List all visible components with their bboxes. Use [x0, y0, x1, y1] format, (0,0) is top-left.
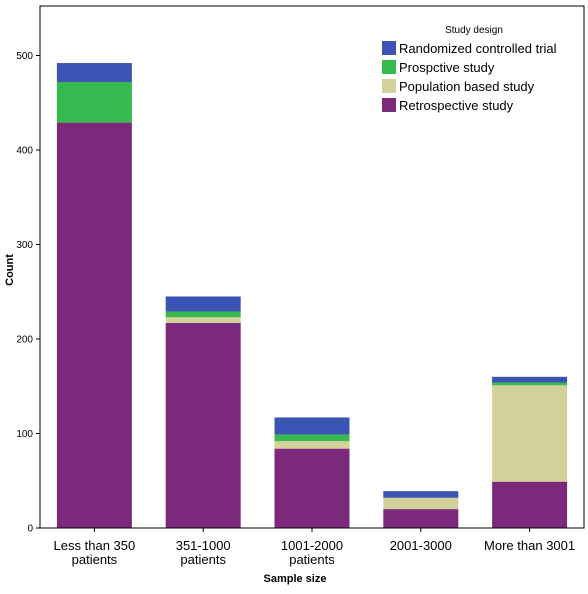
legend-swatch	[382, 60, 396, 74]
y-tick-label: 200	[16, 335, 33, 346]
legend-swatch	[382, 79, 396, 93]
x-tick-label: patients	[289, 552, 335, 567]
y-tick-label: 100	[16, 429, 33, 440]
bar-segment	[275, 434, 350, 441]
y-tick-label: 400	[16, 146, 33, 157]
x-tick-label: Less than 350	[54, 538, 136, 553]
legend-label: Population based study	[399, 79, 535, 94]
legend-label: Randomized controlled trial	[399, 41, 557, 56]
bar-segment	[166, 317, 241, 323]
bar-segment	[57, 123, 132, 528]
x-tick-label: 351-1000	[176, 538, 231, 553]
bar-segment	[57, 82, 132, 123]
bar-segment	[492, 377, 567, 383]
bar-segment	[383, 498, 458, 509]
bar-segment	[492, 382, 567, 385]
legend-label: Prospctive study	[399, 60, 495, 75]
x-tick-label: More than 3001	[484, 538, 575, 553]
x-tick-label: 1001-2000	[281, 538, 343, 553]
x-axis-title: Sample size	[264, 573, 327, 585]
bar-segment	[275, 441, 350, 449]
bar-segment	[383, 509, 458, 528]
legend-swatch	[382, 41, 396, 55]
y-tick-label: 300	[16, 240, 33, 251]
bar-segment	[275, 417, 350, 434]
y-axis-title: Count	[4, 254, 16, 286]
x-tick-label: 2001-3000	[390, 538, 452, 553]
x-tick-label: patients	[180, 552, 226, 567]
y-tick-label: 500	[16, 51, 33, 62]
bar-segment	[57, 63, 132, 82]
legend-swatch	[382, 98, 396, 112]
x-tick-label: patients	[72, 552, 118, 567]
legend-label: Retrospective study	[399, 98, 514, 113]
bar-segment	[166, 323, 241, 528]
bar-segment	[383, 491, 458, 498]
bar-segment	[275, 449, 350, 528]
bar-segment	[492, 385, 567, 481]
bar-segment	[492, 482, 567, 528]
legend-title: Study design	[445, 25, 503, 36]
bar-segment	[166, 296, 241, 311]
y-tick-label: 0	[27, 524, 33, 535]
bar-segment	[166, 312, 241, 318]
